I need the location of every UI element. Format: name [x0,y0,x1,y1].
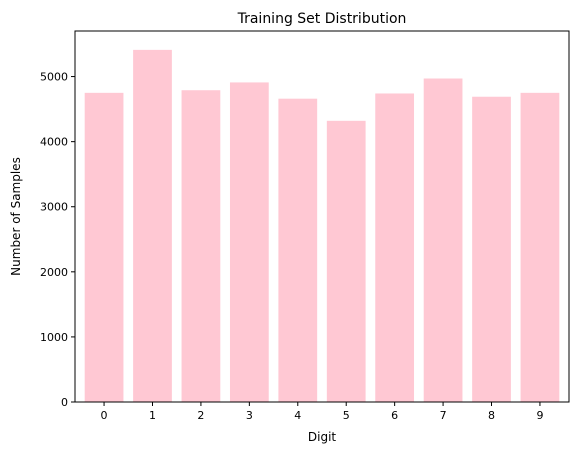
bar-digit-6 [375,93,414,402]
x-tick-label: 2 [197,409,204,422]
bar-digit-9 [521,93,560,402]
x-tick-label: 3 [246,409,253,422]
y-tick-label: 3000 [40,201,68,214]
bar-digit-0 [85,93,124,402]
x-tick-label: 8 [488,409,495,422]
x-axis-ticks: 0 1 2 3 4 5 6 7 8 9 [101,402,544,422]
x-tick-label: 4 [294,409,301,422]
y-tick-label: 5000 [40,71,68,84]
bar-digit-8 [472,97,511,402]
x-tick-label: 0 [101,409,108,422]
y-axis-label: Number of Samples [9,157,23,276]
x-axis-label: Digit [308,430,337,444]
bar-digit-7 [424,79,463,402]
y-tick-label: 1000 [40,331,68,344]
y-tick-label: 4000 [40,136,68,149]
bar-digit-4 [278,99,317,402]
x-tick-label: 7 [440,409,447,422]
bar-digit-5 [327,121,366,402]
x-tick-label: 6 [391,409,398,422]
y-tick-label: 2000 [40,266,68,279]
bar-digit-3 [230,82,269,402]
bar-digit-1 [133,50,172,402]
chart-title: Training Set Distribution [237,11,407,27]
bar-digit-2 [182,90,221,402]
x-tick-label: 1 [149,409,156,422]
y-tick-label: 0 [61,396,68,409]
bars-group [85,50,560,402]
x-tick-label: 5 [343,409,350,422]
y-axis-ticks: 0 1000 2000 3000 4000 5000 [40,71,75,409]
x-tick-label: 9 [536,409,543,422]
